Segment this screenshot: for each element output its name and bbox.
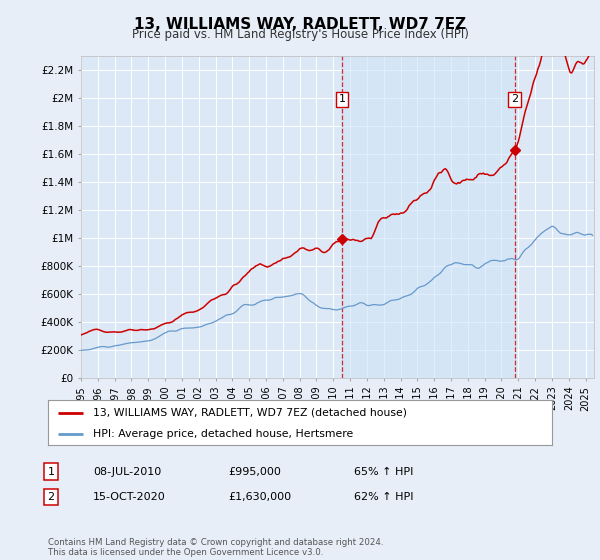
Text: 15-OCT-2020: 15-OCT-2020 — [93, 492, 166, 502]
Text: 62% ↑ HPI: 62% ↑ HPI — [354, 492, 413, 502]
Text: 2: 2 — [47, 492, 55, 502]
Text: 2: 2 — [511, 95, 518, 105]
Text: 13, WILLIAMS WAY, RADLETT, WD7 7EZ (detached house): 13, WILLIAMS WAY, RADLETT, WD7 7EZ (deta… — [94, 408, 407, 418]
Text: Price paid vs. HM Land Registry's House Price Index (HPI): Price paid vs. HM Land Registry's House … — [131, 28, 469, 41]
Text: 1: 1 — [338, 95, 346, 105]
Text: £995,000: £995,000 — [228, 466, 281, 477]
Text: £1,630,000: £1,630,000 — [228, 492, 291, 502]
Text: Contains HM Land Registry data © Crown copyright and database right 2024.
This d: Contains HM Land Registry data © Crown c… — [48, 538, 383, 557]
Text: 13, WILLIAMS WAY, RADLETT, WD7 7EZ: 13, WILLIAMS WAY, RADLETT, WD7 7EZ — [134, 17, 466, 32]
Bar — [342, 56, 515, 378]
Text: 65% ↑ HPI: 65% ↑ HPI — [354, 466, 413, 477]
Text: 1: 1 — [47, 466, 55, 477]
Text: HPI: Average price, detached house, Hertsmere: HPI: Average price, detached house, Hert… — [94, 429, 353, 439]
Text: 08-JUL-2010: 08-JUL-2010 — [93, 466, 161, 477]
